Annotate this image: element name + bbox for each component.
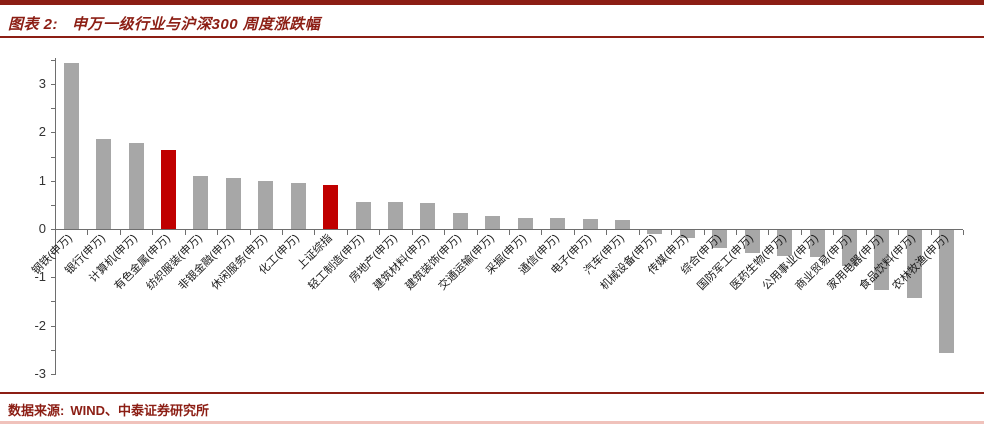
bar-公用事业(申万) [809,230,825,258]
bar-采掘(申万) [517,217,533,229]
y-axis-tick [51,84,55,85]
y-axis-tick-label: 0 [38,221,46,236]
bar-食品饮料(申万) [906,230,922,298]
bar-农林牧渔(申万) [939,230,955,354]
y-axis-tick [51,229,55,230]
bar-国防军工(申万) [744,230,760,254]
bar-交通运输(申万) [485,215,501,229]
x-axis-tick [898,230,900,235]
y-axis-tick-label: 1 [38,172,46,188]
bar-上证综指 [323,185,339,229]
x-axis-tick [671,230,673,235]
bar-通信(申万) [550,218,566,229]
x-axis-tick [736,230,737,235]
x-axis-tick [314,230,316,235]
x-axis-tick [768,230,770,235]
y-axis-tick [51,301,55,303]
y-axis-line [55,58,56,375]
bar-汽车(申万) [615,219,630,229]
bar-传媒(申万) [679,230,695,239]
x-axis-tick [930,230,932,235]
bar-商业贸易(申万) [842,230,857,266]
y-axis-tick [51,277,55,279]
x-axis-tick [444,230,446,235]
bar-轻工制造(申万) [355,201,371,229]
x-axis-tick [541,230,543,235]
y-axis-tick [51,253,55,255]
bar-纺织服装(申万) [193,175,209,229]
x-axis-tick [249,230,251,235]
x-axis-tick [476,230,478,235]
x-axis-tick [800,230,802,235]
y-axis-tick [51,349,55,351]
figure-title-text: 申万一级行业与沪深300 周度涨跌幅 [72,15,321,33]
x-axis-tick [509,230,510,235]
x-axis-line [55,229,963,230]
x-axis-tick [411,230,413,235]
bar-chart: 3 2 1 0 -1 -2 -3 钢铁(申万) 银行(申万) 计算机(申万) 有色金属(申万) 纺织服… [30,58,964,381]
bar-计算机(申万) [128,143,144,229]
y-axis-tick [51,156,55,158]
x-axis-tick [282,230,283,235]
bar-有色金属(申万) [161,149,176,229]
source-label: 数据来源: [8,403,65,418]
y-axis-tick [51,108,55,110]
x-axis-tick [217,230,219,235]
bar-非银金融(申万) [225,178,241,229]
y-axis-tick [51,180,55,182]
x-axis-tick [87,230,89,235]
y-axis-tick [51,373,55,375]
y-axis-tick-label: 3 [38,76,46,91]
source-note: 数据来源: WIND、中泰证券研究所 [8,400,209,419]
bottom-rule [0,421,984,424]
y-axis-tick [51,325,55,327]
x-axis-tick [152,230,154,235]
x-axis-tick [379,230,381,235]
x-axis-tick [833,230,835,235]
top-rule [0,0,984,5]
y-axis-tick-label: -3 [34,365,46,381]
bar-家用电器(申万) [874,230,890,290]
x-axis-tick [573,230,575,235]
source-value: WIND、中泰证券研究所 [70,403,210,418]
bar-化工(申万) [290,183,306,229]
x-axis-tick [703,230,705,235]
bar-电子(申万) [582,218,598,229]
y-axis-tick-label: -1 [34,269,46,285]
x-axis-tick [184,230,186,235]
x-axis-tick [963,230,964,235]
y-axis-tick [51,132,55,134]
footer-rule [0,392,984,394]
y-axis-tick-label: -2 [34,317,46,333]
x-axis-tick [346,230,348,235]
bar-建筑装饰(申万) [452,212,468,229]
bar-建筑材料(申万) [420,202,436,229]
x-axis-tick [865,230,867,235]
bar-钢铁(申万) [63,62,79,229]
bar-综合(申万) [712,230,728,249]
y-axis-tick-label: 2 [38,124,46,140]
bar-休闲服务(申万) [258,181,274,229]
title-rule [0,36,984,38]
x-axis-tick [55,230,56,235]
bar-银行(申万) [96,139,112,229]
x-axis-tick [606,230,608,235]
y-axis-tick [51,204,55,206]
figure-tag: 图表 2: [8,15,59,33]
x-axis-tick [638,230,640,235]
figure-title: 图表 2: 申万一级行业与沪深300 周度涨跌幅 [8,11,320,35]
bar-房地产(申万) [388,202,403,229]
x-axis-tick [119,230,121,235]
bar-医药生物(申万) [777,230,793,256]
bar-机械设备(申万) [647,230,663,234]
y-axis-tick [51,59,55,61]
